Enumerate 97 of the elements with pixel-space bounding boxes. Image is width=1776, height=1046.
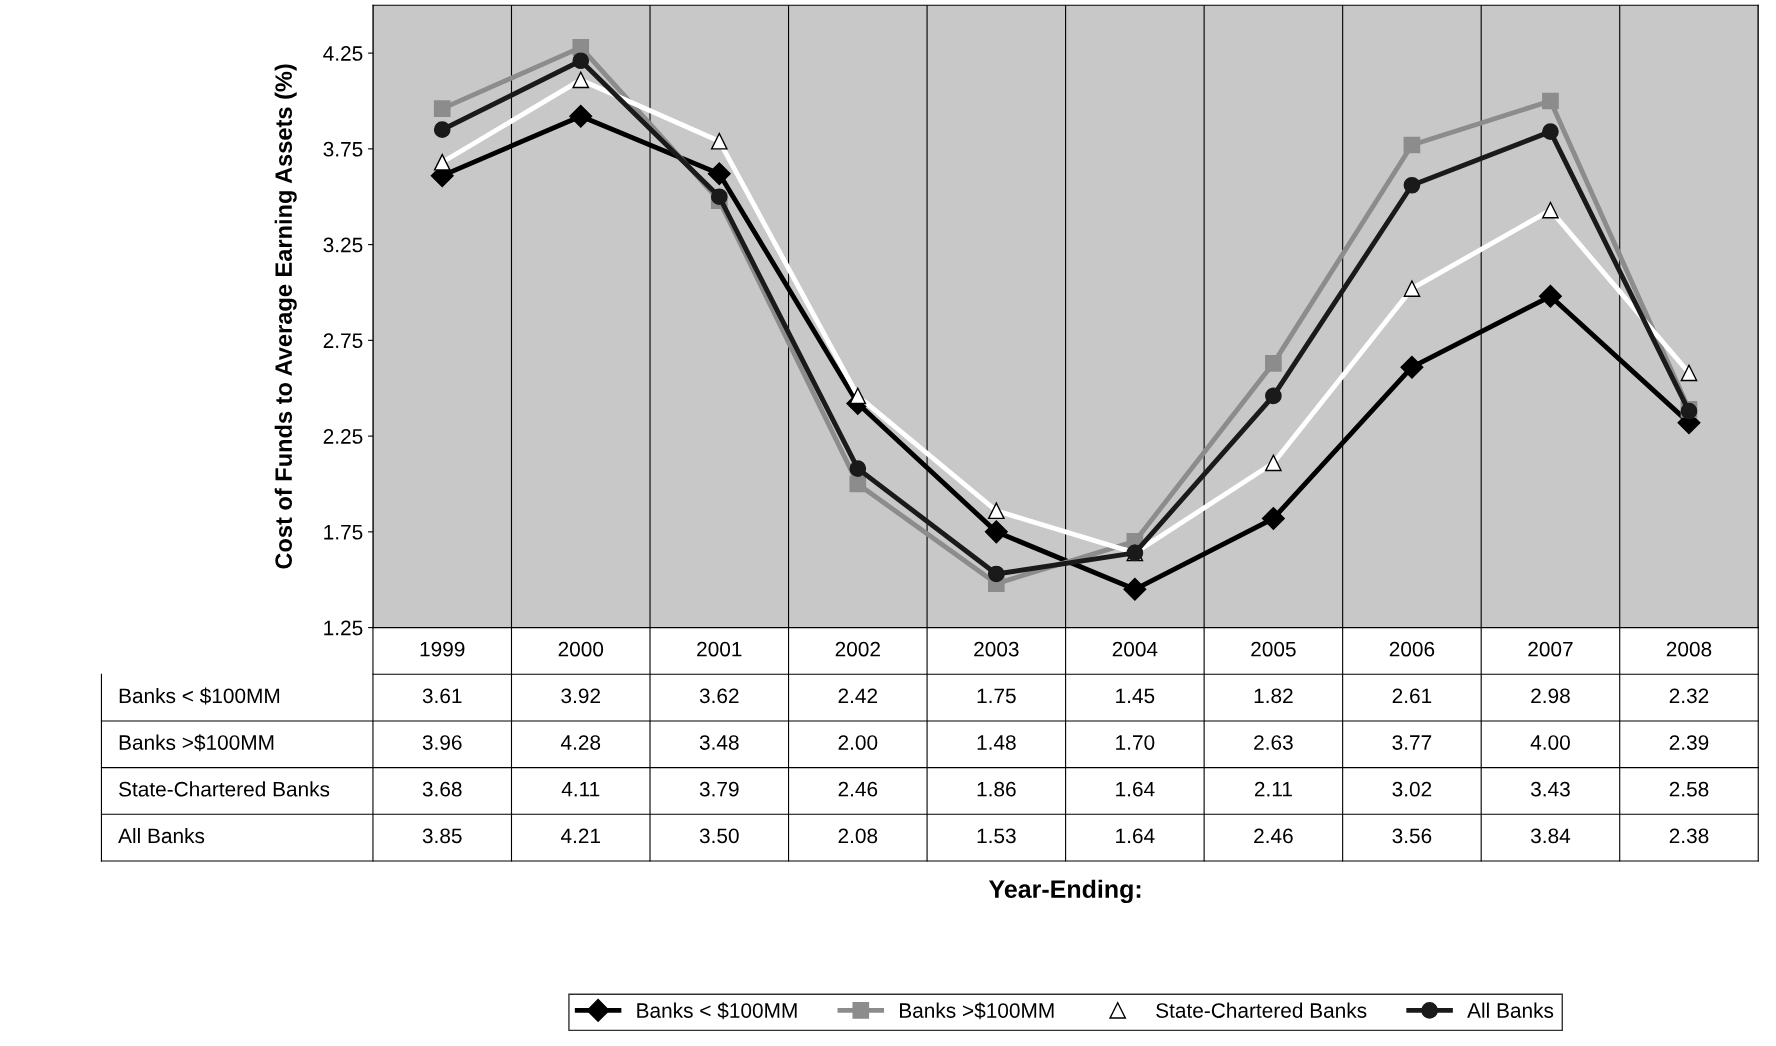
text: Banks >$100MM	[119, 734, 274, 752]
point	[984, 520, 1008, 544]
point	[1542, 123, 1559, 140]
point	[849, 475, 867, 493]
x-tick-label: 2001	[697, 641, 742, 657]
point	[1261, 506, 1285, 530]
data-label: 2.38	[1669, 828, 1709, 844]
data-label: 3.62	[699, 688, 739, 704]
data-label: 2.46	[1254, 828, 1293, 844]
point	[433, 153, 451, 171]
data-label: 2.32	[1669, 688, 1709, 704]
data-label: 3.48	[699, 735, 739, 750]
point	[1265, 454, 1282, 472]
x-tick-label: 2004	[1112, 641, 1158, 657]
data-label: 3.92	[561, 688, 600, 704]
text: Banks < $100MM	[119, 687, 280, 705]
point	[707, 162, 731, 186]
y-tick-label: 3.75	[323, 141, 363, 157]
data-label: 3.56	[1392, 828, 1432, 844]
point	[988, 565, 1005, 583]
y-tick-label: 4.25	[323, 46, 363, 61]
data-label: 1.53	[977, 828, 1016, 844]
point	[569, 104, 593, 128]
point	[1680, 364, 1698, 382]
point	[1403, 176, 1421, 194]
data-label: 2.00	[838, 735, 878, 750]
legend-label: State-Chartered Banks	[1156, 1002, 1367, 1018]
data-label: 3.84	[1530, 828, 1571, 844]
data-label: 4.21	[560, 828, 601, 844]
point	[710, 132, 728, 150]
point	[572, 39, 590, 56]
point	[1403, 280, 1421, 297]
point	[433, 100, 451, 117]
point	[572, 52, 590, 70]
data-label: 3.79	[699, 781, 739, 797]
data-label: 1.64	[1116, 781, 1155, 797]
data-label: 3.50	[699, 828, 739, 844]
legend-label: Banks >$100MM	[900, 1002, 1054, 1020]
data-label: 3.02	[1392, 781, 1432, 797]
data-label: 2.58	[1669, 781, 1709, 797]
y-tick-label: 2.75	[323, 333, 363, 349]
y-tick-label: 1.75	[324, 525, 363, 540]
point	[1265, 354, 1282, 372]
legend-label: Banks < $100MM	[637, 1002, 797, 1020]
x-tick-label: 2006	[1389, 641, 1435, 657]
x-tick-label: 1999	[420, 641, 465, 657]
data-label: 2.61	[1392, 688, 1432, 704]
point	[849, 387, 867, 405]
data-label: 1.70	[1116, 735, 1155, 750]
data-label: 1.86	[977, 781, 1016, 797]
point	[1542, 201, 1559, 219]
data-label: 1.75	[977, 688, 1016, 704]
data-label: 1.82	[1254, 688, 1293, 704]
x-tick-label: 2005	[1251, 641, 1296, 657]
data-label: 2.42	[838, 688, 878, 703]
data-label: 3.68	[422, 781, 462, 797]
data-label: 2.63	[1254, 735, 1293, 750]
y-axis-title: Cost of Funds to Average Earning Assets (%)	[274, 64, 297, 569]
data-label: 2.39	[1669, 735, 1709, 750]
point	[988, 502, 1005, 520]
point	[572, 71, 590, 89]
data-label: 3.85	[422, 828, 462, 844]
data-label: 2.98	[1531, 688, 1570, 704]
data-label: 4.00	[1530, 735, 1570, 750]
text: Year-Ending:	[988, 879, 1141, 904]
point	[1403, 136, 1421, 154]
data-label: 1.48	[977, 735, 1016, 750]
x-tick-label: 2007	[1528, 641, 1573, 657]
x-tick-label: 2002	[835, 641, 880, 657]
point	[1400, 355, 1424, 379]
data-label: 2.46	[838, 781, 878, 797]
y-tick-label: 1.25	[324, 620, 363, 636]
data-label: 1.64	[1116, 828, 1155, 844]
data-label: 3.43	[1530, 781, 1570, 797]
point	[710, 188, 728, 206]
text: State-Chartered Banks	[119, 781, 330, 797]
y-tick-label: 2.25	[323, 429, 363, 444]
x-tick-label: 2003	[974, 641, 1019, 657]
data-label: 3.77	[1392, 735, 1432, 750]
data-label: 2.08	[838, 828, 878, 844]
x-tick-label: 2000	[558, 641, 604, 657]
text: All Banks	[118, 827, 205, 844]
data-label: 3.61	[422, 688, 462, 704]
data-label: 1.45	[1116, 688, 1155, 704]
point	[1542, 92, 1559, 110]
x-tick-label: 2008	[1666, 641, 1712, 657]
point	[1123, 577, 1147, 601]
point	[1265, 387, 1282, 405]
legend-label: All Banks	[1467, 1002, 1554, 1018]
data-label: 4.28	[560, 735, 601, 750]
y-tick-label: 3.25	[323, 237, 363, 253]
data-label: 2.11	[1254, 781, 1292, 797]
data-label: 4.11	[561, 782, 600, 797]
point	[1538, 284, 1562, 308]
point	[849, 460, 867, 477]
point	[433, 121, 451, 139]
data-label: 3.96	[422, 735, 462, 750]
